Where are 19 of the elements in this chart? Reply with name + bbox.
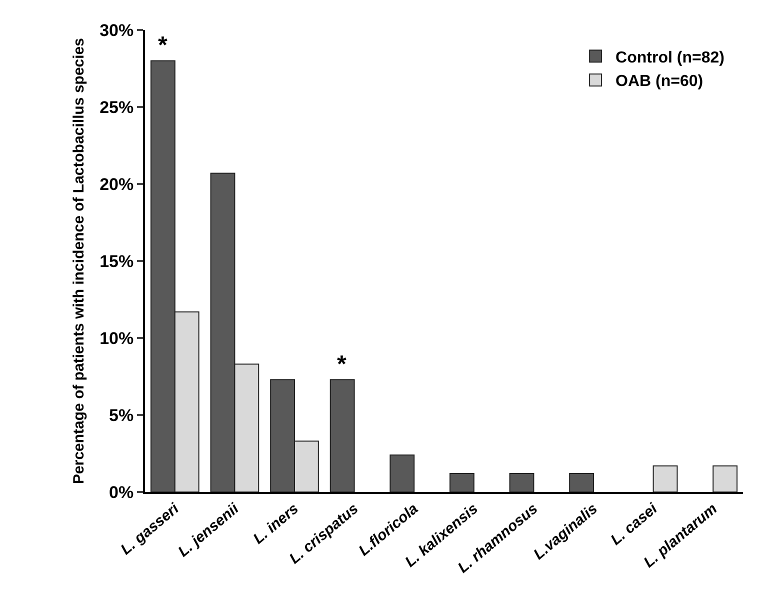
y-tick-label: 5%	[109, 406, 134, 425]
legend-label: Control (n=82)	[616, 49, 724, 66]
y-tick-label: 10%	[100, 328, 134, 348]
annotation: *	[337, 351, 347, 378]
bar	[712, 465, 738, 492]
annotation: *	[158, 32, 168, 59]
y-tick-label: 0%	[109, 482, 134, 502]
y-axis-title: Percentage of patients with incidence of Lactobacillus species	[70, 38, 88, 484]
y-tick-label: 15%	[100, 252, 134, 271]
bar	[509, 473, 534, 492]
bar	[449, 473, 474, 492]
y-tick-label: 30%	[100, 20, 134, 40]
bar	[569, 473, 594, 492]
bar	[390, 454, 415, 492]
bar	[330, 379, 355, 492]
y-tick-label: 25%	[100, 98, 134, 117]
bar	[652, 465, 678, 492]
legend-label: OAB (n=60)	[616, 73, 704, 90]
y-tick-label: 20%	[100, 174, 134, 194]
